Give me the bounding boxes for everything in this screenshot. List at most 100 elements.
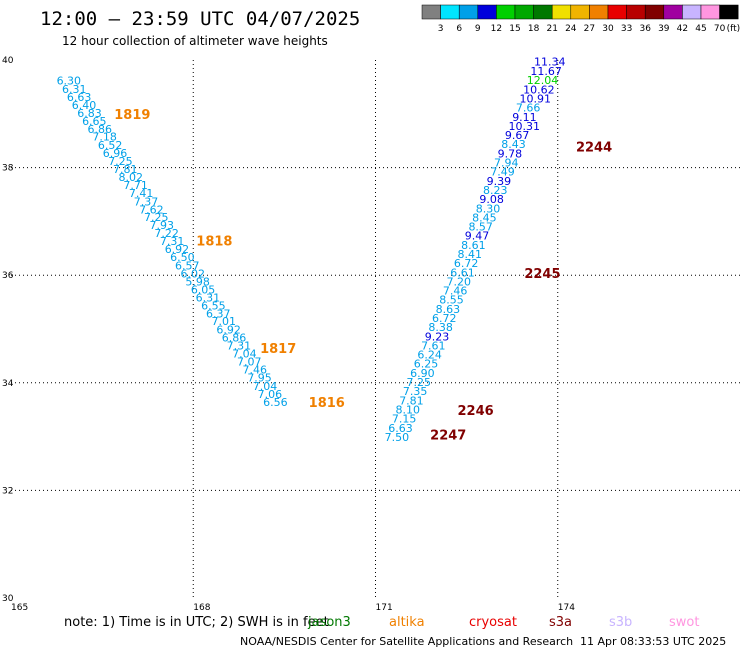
wave-height-label: 7.46 [242, 364, 267, 377]
wave-height-label: 6.92 [165, 243, 190, 256]
legend-swatch [626, 4, 646, 20]
wave-height-label: 10.91 [519, 93, 551, 106]
wave-height-label: 9.11 [512, 111, 537, 124]
satellite-name: altika [389, 615, 425, 630]
legend-swatch [570, 4, 590, 20]
legend-label: 18 [528, 24, 540, 34]
wave-height-label: 8.63 [436, 303, 461, 316]
axis-ticks: 165168171174177303234363840 [2, 56, 575, 613]
wave-height-label: 6.02 [180, 267, 205, 280]
wave-height-label: 7.31 [227, 339, 252, 352]
wave-height-label: 6.55 [201, 300, 226, 313]
wave-height-label: 6.96 [103, 147, 128, 160]
wave-height-label: 7.81 [113, 163, 138, 176]
wave-height-label: 6.72 [454, 257, 479, 270]
wave-height-label: 7.46 [443, 285, 468, 298]
wave-height-label: 6.72 [432, 312, 457, 325]
legend-label: 70 [714, 24, 726, 34]
legend-swatch [421, 4, 441, 20]
wave-height-label: 6.63 [388, 422, 413, 435]
wave-height-label: 7.22 [154, 227, 179, 240]
pass-number-label: 1816 [309, 396, 345, 411]
legend-swatch [458, 4, 479, 20]
wave-height-label: 7.71 [123, 179, 148, 192]
satellite-name: s3b [609, 615, 632, 630]
wave-height-label: 6.86 [88, 123, 113, 136]
legend-label: 36 [639, 24, 651, 34]
wave-height-label: 8.57 [468, 221, 493, 234]
wave-height-label: 9.23 [425, 330, 450, 343]
wave-height-label: 8.10 [396, 403, 421, 416]
footnote: note: 1) Time is in UTC; 2) SWH is in fe… [64, 615, 329, 630]
satellite-legend: jason3 altika cryosat s3a s3b swot [307, 615, 699, 630]
pass-number-label: 2245 [524, 267, 560, 282]
legend-swatch [496, 4, 516, 20]
pass-labels: 1819 1818 1817 1816 2244 2245 2246 2247 [114, 108, 612, 443]
wave-height-label: 7.07 [237, 356, 261, 369]
timestamp-text: 11 Apr 08:33:53 UTC 2025 [580, 635, 726, 648]
wave-height-label: 9.08 [479, 193, 504, 206]
x-tick-label: 174 [558, 603, 575, 613]
wave-height-label: 9.67 [505, 129, 529, 142]
wave-height-label: 7.18 [92, 131, 117, 144]
legend-swatch [440, 4, 460, 20]
wave-height-label: 7.61 [421, 339, 446, 352]
wave-height-label: 6.61 [450, 266, 475, 279]
wave-height-label: 8.45 [472, 211, 497, 224]
x-tick-label: 168 [193, 603, 210, 613]
wave-height-label: 6.63 [67, 91, 92, 104]
wave-height-label: 6.86 [222, 331, 247, 344]
chart-subtitle: 12 hour collection of altimeter wave hei… [62, 34, 328, 48]
wave-height-label: 6.92 [216, 323, 241, 336]
wave-height-label: 7.06 [258, 388, 283, 401]
wave-height-label: 8.02 [119, 171, 144, 184]
satellite-name: s3a [549, 615, 572, 630]
credit-text: NOAA/NESDIS Center for Satellite Applica… [240, 635, 573, 648]
wave-height-label: 6.25 [414, 358, 439, 371]
wave-height-label: 7.01 [211, 315, 236, 328]
pass-number-label: 2247 [430, 428, 466, 443]
legend-swatch [700, 4, 720, 20]
wave-height-label: 10.62 [523, 83, 555, 96]
wave-height-label: 8.61 [461, 239, 486, 252]
wave-height-label: 7.37 [134, 195, 159, 208]
wave-height-label: 7.04 [232, 348, 257, 361]
wave-height-label: 6.65 [82, 115, 107, 128]
wave-height-label: 7.31 [160, 235, 185, 248]
wave-height-label: 7.41 [129, 187, 154, 200]
wave-height-label: 6.83 [77, 107, 102, 120]
legend-label: 12 [491, 24, 502, 34]
wave-height-label: 6.24 [417, 349, 442, 362]
wave-height-label: 7.93 [150, 219, 175, 232]
legend-label: 45 [695, 24, 706, 34]
wave-height-label: 8.30 [476, 202, 501, 215]
wave-height-label: 9.78 [498, 147, 523, 160]
y-tick-label: 30 [2, 594, 14, 604]
wave-height-label: 6.05 [191, 283, 216, 296]
wave-height-label: 6.37 [206, 308, 231, 321]
wave-height-label: 10.31 [509, 120, 540, 133]
pass-number-label: 1817 [260, 342, 296, 357]
wave-height-label: 7.81 [399, 394, 424, 407]
chart-title: 12:00 – 23:59 UTC 04/07/2025 [40, 8, 360, 30]
legend-swatch [682, 4, 702, 20]
wave-height-label: 9.39 [487, 175, 512, 188]
legend-label: 24 [565, 24, 577, 34]
legend-label: 6 [456, 24, 462, 34]
satellite-name: cryosat [469, 615, 517, 630]
wave-height-label: 9.47 [465, 230, 490, 243]
wave-height-label: 7.66 [516, 102, 541, 115]
wave-height-label: 7.04 [253, 380, 278, 393]
y-tick-label: 40 [2, 56, 14, 66]
legend-unit: (ft) [727, 24, 740, 34]
y-tick-label: 36 [2, 271, 14, 281]
legend-swatch [589, 4, 609, 20]
legend-label: 39 [658, 24, 670, 34]
wave-height-label: 7.15 [392, 413, 417, 426]
wave-height-label: 11.34 [534, 55, 566, 68]
legend-swatch [644, 4, 665, 20]
legend-label: 21 [546, 24, 557, 34]
wave-height-label: 8.38 [428, 321, 453, 334]
legend-swatch [663, 4, 683, 20]
